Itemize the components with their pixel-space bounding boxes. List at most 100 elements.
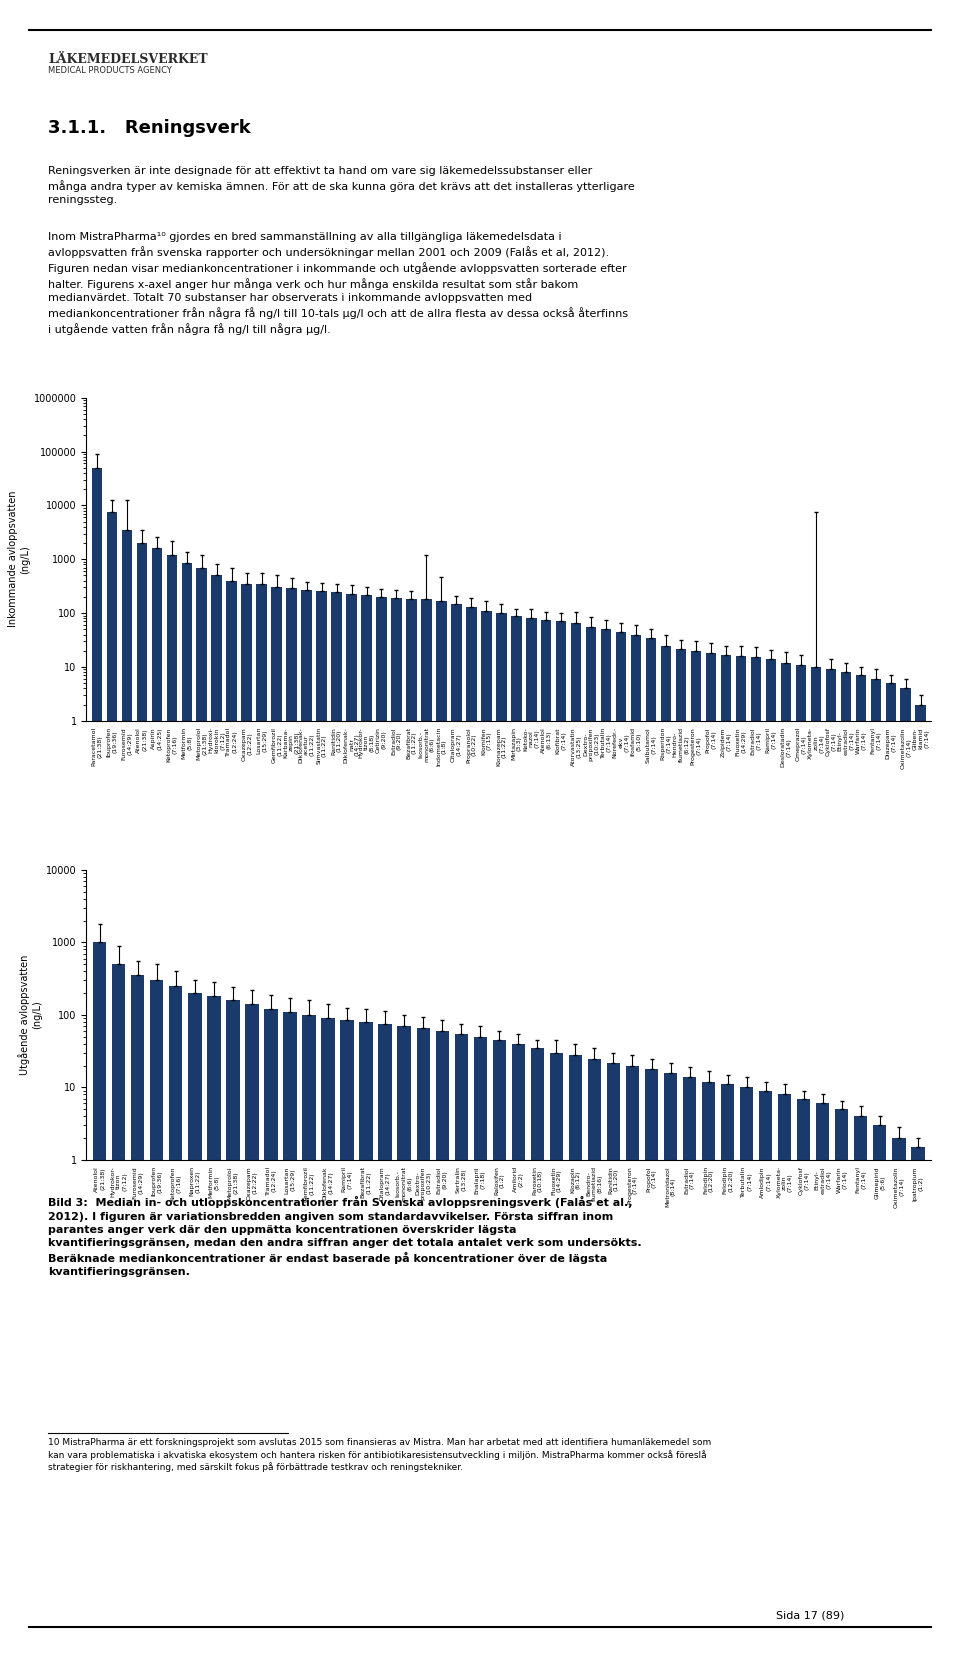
Bar <box>181 563 192 1657</box>
Bar <box>392 598 401 1657</box>
Bar <box>227 580 237 1657</box>
Bar <box>256 583 267 1657</box>
Bar <box>286 588 297 1657</box>
Bar <box>835 1109 849 1657</box>
Bar <box>417 1029 430 1657</box>
Bar <box>376 597 387 1657</box>
Bar <box>702 1082 715 1657</box>
Bar <box>626 1065 639 1657</box>
Bar <box>152 548 162 1657</box>
Bar <box>601 630 612 1657</box>
Bar <box>855 676 866 1657</box>
Bar <box>359 1022 372 1657</box>
Bar <box>721 655 732 1657</box>
Bar <box>911 1147 924 1657</box>
Bar <box>721 1084 734 1657</box>
Text: 3.1.1.   Reningsverk: 3.1.1. Reningsverk <box>48 119 251 138</box>
Bar <box>272 587 282 1657</box>
Bar <box>854 1117 868 1657</box>
Bar <box>568 1056 582 1657</box>
Bar <box>874 1125 886 1657</box>
Bar <box>241 583 252 1657</box>
Bar <box>586 626 596 1657</box>
Bar <box>780 663 791 1657</box>
Bar <box>301 590 312 1657</box>
Bar <box>778 1094 791 1657</box>
Bar <box>871 679 881 1657</box>
Bar <box>900 688 911 1657</box>
Bar <box>473 1037 487 1657</box>
Bar <box>341 1021 353 1657</box>
Bar <box>885 683 896 1657</box>
Bar <box>810 668 821 1657</box>
Text: Sida 17 (89): Sida 17 (89) <box>777 1611 845 1621</box>
Bar <box>892 1138 905 1657</box>
Bar <box>169 986 182 1657</box>
Bar <box>245 1004 258 1657</box>
Bar <box>112 964 126 1657</box>
Bar <box>492 1041 506 1657</box>
Bar <box>645 1069 659 1657</box>
Y-axis label: Inkommande avloppsvatten
(ng/L): Inkommande avloppsvatten (ng/L) <box>8 490 30 628</box>
Bar <box>664 1072 677 1657</box>
Bar <box>436 1031 449 1657</box>
Bar <box>122 530 132 1657</box>
Bar <box>347 593 357 1657</box>
Bar <box>227 1001 240 1657</box>
Bar <box>93 943 107 1657</box>
Bar <box>302 1014 316 1657</box>
Bar <box>683 1077 696 1657</box>
Bar <box>735 656 746 1657</box>
Bar <box>421 600 432 1657</box>
Bar <box>706 653 716 1657</box>
Bar <box>740 1087 754 1657</box>
Bar <box>511 615 521 1657</box>
Bar <box>796 664 806 1657</box>
Bar <box>691 651 701 1657</box>
Bar <box>646 638 657 1657</box>
Bar <box>322 1019 335 1657</box>
Bar <box>556 621 566 1657</box>
Bar <box>676 648 686 1657</box>
Bar <box>607 1062 620 1657</box>
Bar <box>571 623 582 1657</box>
Bar <box>317 592 326 1657</box>
Bar <box>660 646 671 1657</box>
Bar <box>826 669 836 1657</box>
Bar <box>541 620 551 1657</box>
Bar <box>264 1009 277 1657</box>
Bar <box>436 601 446 1657</box>
Bar <box>455 1034 468 1657</box>
Bar <box>616 631 626 1657</box>
Bar <box>397 1026 411 1657</box>
Text: Reningsverken är inte designade för att effektivt ta hand om vare sig läkemedels: Reningsverken är inte designade för att … <box>48 166 635 205</box>
Bar <box>107 512 117 1657</box>
Bar <box>531 1047 544 1657</box>
Bar <box>406 598 417 1657</box>
Bar <box>136 543 147 1657</box>
Bar <box>211 575 222 1657</box>
Bar <box>631 635 641 1657</box>
Bar <box>766 659 777 1657</box>
Bar <box>550 1052 563 1657</box>
Bar <box>916 704 926 1657</box>
Bar <box>197 568 207 1657</box>
Bar <box>188 993 202 1657</box>
Bar <box>451 605 462 1657</box>
Bar <box>816 1104 829 1657</box>
Bar <box>331 592 342 1657</box>
Bar <box>841 673 852 1657</box>
Bar <box>132 976 144 1657</box>
Bar <box>150 981 163 1657</box>
Text: 10 MistraPharma är ett forskningsprojekt som avslutas 2015 som finansieras av Mi: 10 MistraPharma är ett forskningsprojekt… <box>48 1438 711 1471</box>
Bar <box>283 1012 297 1657</box>
Bar <box>467 606 476 1657</box>
Bar <box>588 1059 601 1657</box>
Text: Bild 3:  Median in- och utloppskoncentrationer från Svenska avloppsreningsverk (: Bild 3: Median in- och utloppskoncentrat… <box>48 1196 641 1278</box>
Bar <box>797 1099 810 1657</box>
Bar <box>207 996 221 1657</box>
Text: LÄKEMEDELSVERKET: LÄKEMEDELSVERKET <box>48 53 207 66</box>
Bar <box>759 1090 773 1657</box>
Bar <box>496 613 507 1657</box>
Y-axis label: Utgående avloppsvatten
(ng/L): Utgående avloppsvatten (ng/L) <box>18 954 42 1075</box>
